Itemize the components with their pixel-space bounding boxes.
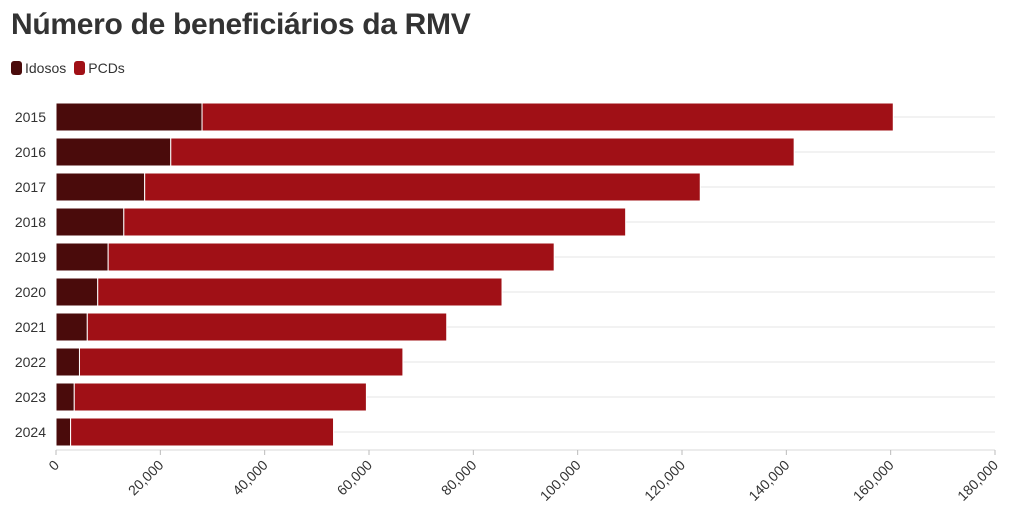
y-tick-label: 2019	[15, 249, 46, 265]
x-tick-label: 140,000	[745, 457, 792, 504]
bar-pcds-2016[interactable]	[170, 137, 795, 167]
x-tick-label: 80,000	[438, 457, 480, 499]
bar-idosos-2018[interactable]	[55, 207, 125, 237]
legend-label-idosos: Idosos	[25, 60, 67, 76]
y-tick-label: 2022	[15, 354, 46, 370]
legend-item-pcds[interactable]: PCDs	[74, 60, 125, 76]
x-tick-label: 100,000	[537, 457, 584, 504]
bar-idosos-2020[interactable]	[55, 277, 99, 307]
legend: Idosos PCDs	[11, 60, 125, 76]
bar-idosos-2023[interactable]	[55, 382, 75, 412]
bar-pcds-2017[interactable]	[144, 172, 701, 202]
bar-pcds-2015[interactable]	[201, 102, 894, 132]
bar-pcds-2020[interactable]	[97, 277, 503, 307]
x-tick-label: 120,000	[641, 457, 688, 504]
bar-pcds-2022[interactable]	[78, 347, 404, 377]
x-tick-label: 60,000	[334, 457, 376, 499]
x-tick-label: 20,000	[125, 457, 167, 499]
y-tick-label: 2015	[15, 109, 46, 125]
bar-idosos-2017[interactable]	[55, 172, 146, 202]
y-tick-label: 2021	[15, 319, 46, 335]
legend-item-idosos[interactable]: Idosos	[11, 60, 66, 76]
x-tick-label: 160,000	[850, 457, 897, 504]
legend-swatch-pcds	[74, 61, 86, 75]
y-tick-label: 2018	[15, 214, 46, 230]
bar-idosos-2021[interactable]	[55, 312, 88, 342]
x-tick-label: 180,000	[954, 457, 1001, 504]
bar-pcds-2023[interactable]	[73, 382, 367, 412]
y-tick-label: 2016	[15, 144, 46, 160]
legend-swatch-idosos	[11, 61, 22, 75]
y-tick-label: 2023	[15, 389, 46, 405]
y-tick-label: 2024	[15, 424, 46, 440]
bar-pcds-2024[interactable]	[70, 417, 335, 447]
x-tick-label: 40,000	[229, 457, 271, 499]
bar-pcds-2019[interactable]	[107, 242, 555, 272]
bar-pcds-2018[interactable]	[123, 207, 627, 237]
bar-idosos-2016[interactable]	[55, 137, 172, 167]
x-tick-label: 0	[45, 457, 62, 474]
legend-label-pcds: PCDs	[88, 60, 125, 76]
bar-idosos-2022[interactable]	[55, 347, 80, 377]
bar-idosos-2024[interactable]	[55, 417, 72, 447]
bar-idosos-2019[interactable]	[55, 242, 109, 272]
y-tick-label: 2017	[15, 179, 46, 195]
chart-title: Número de beneficiários da RMV	[11, 8, 471, 41]
y-tick-label: 2020	[15, 284, 46, 300]
bar-idosos-2015[interactable]	[55, 102, 203, 132]
bar-pcds-2021[interactable]	[86, 312, 448, 342]
